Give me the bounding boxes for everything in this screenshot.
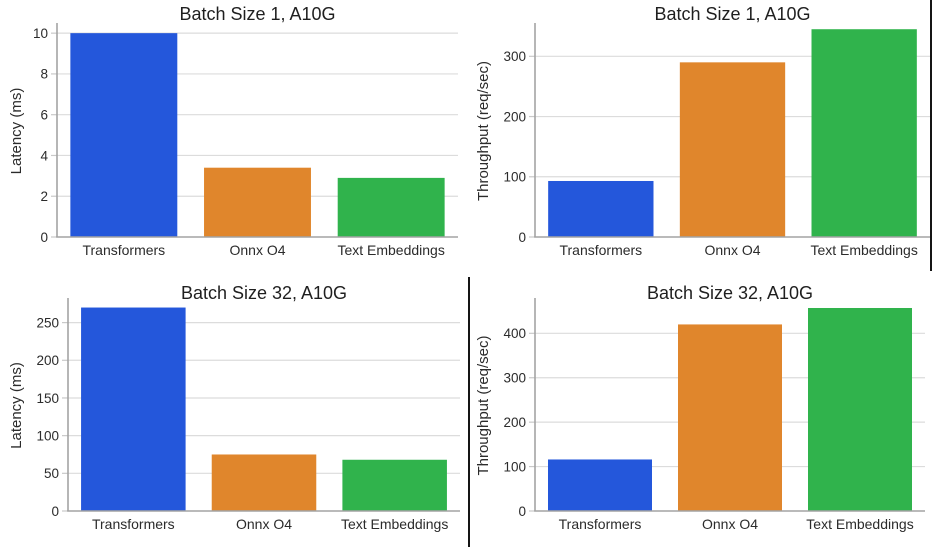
- y-tick-label: 0: [40, 230, 48, 245]
- y-tick-label: 4: [40, 148, 48, 163]
- figure-right-border-line: [930, 0, 932, 271]
- chart-batch1-latency: Batch Size 1, A10G Latency (ms) 0 2 4 6 8 10 T…: [0, 0, 467, 275]
- y-tick-label: 8: [40, 67, 48, 82]
- x-tick-label: Text Embeddings: [337, 242, 444, 258]
- chart-title: Batch Size 1, A10G: [654, 4, 811, 24]
- x-tick-label: Text Embeddings: [810, 242, 917, 258]
- x-tick-label: Transformers: [559, 242, 642, 258]
- bar-transformers: [81, 307, 186, 511]
- x-tick-label: Onnx O4: [702, 516, 758, 532]
- bar-onnx-o4: [211, 454, 317, 511]
- bar-transformers: [70, 33, 178, 238]
- bar-onnx-o4: [204, 167, 311, 237]
- y-tick-label: 150: [36, 391, 59, 406]
- y-tick-label: 2: [40, 189, 48, 204]
- bar-plot: 0 50 100 150 200 250 Transformers Onnx O4 Text E…: [36, 298, 460, 532]
- x-tick-label: Transformers: [559, 516, 642, 532]
- bar-plot: 0 2 4 6 8 10 Transformers Onnx O4 Text Embedding…: [33, 23, 458, 258]
- x-tick-label: Onnx O4: [236, 516, 292, 532]
- x-tick-label: Onnx O4: [229, 242, 285, 258]
- y-tick-label: 100: [503, 459, 526, 474]
- y-tick-label: 250: [36, 315, 59, 330]
- y-tick-label: 200: [36, 353, 59, 368]
- x-tick-label: Onnx O4: [704, 242, 760, 258]
- y-tick-label: 400: [503, 326, 526, 341]
- bar-text-embeddings: [811, 29, 917, 237]
- y-tick-label: 300: [503, 371, 526, 386]
- bar-transformers: [548, 459, 652, 511]
- x-tick-label: Transformers: [92, 516, 175, 532]
- y-tick-label: 100: [503, 170, 526, 185]
- chart-batch1-throughput: Batch Size 1, A10G Throughput (req/sec) …: [467, 0, 934, 275]
- bar-text-embeddings: [337, 177, 445, 237]
- bar-text-embeddings: [342, 459, 447, 511]
- y-tick-label: 10: [33, 26, 48, 41]
- bar-plot: 0 100 200 300 400 Transformers Onnx O4 Text Emb…: [503, 298, 925, 532]
- y-tick-label: 6: [40, 107, 48, 122]
- bar-plot: 0 100 200 300 Transformers Onnx O4 Text Embedd…: [503, 23, 930, 258]
- y-tick-label: 100: [36, 428, 59, 443]
- bar-transformers: [548, 180, 654, 237]
- y-tick-label: 0: [518, 230, 526, 245]
- chart-title: Batch Size 32, A10G: [646, 283, 814, 303]
- figure-middle-divider-line: [468, 277, 470, 547]
- chart-title: Batch Size 1, A10G: [179, 4, 336, 24]
- y-tick-label: 50: [44, 466, 59, 481]
- y-tick-label: 200: [503, 415, 526, 430]
- chart-title: Batch Size 32, A10G: [180, 283, 348, 303]
- bar-onnx-o4: [678, 324, 782, 511]
- bar-text-embeddings: [808, 307, 912, 511]
- x-tick-label: Text Embeddings: [806, 516, 913, 532]
- x-tick-label: Text Embeddings: [341, 516, 448, 532]
- chart-batch32-latency: Batch Size 32, A10G Latency (ms) 0 50 100 1…: [0, 275, 467, 550]
- x-tick-label: Transformers: [82, 242, 165, 258]
- y-tick-label: 0: [51, 504, 59, 519]
- y-tick-label: 200: [503, 109, 526, 124]
- y-tick-label: 300: [503, 49, 526, 64]
- chart-batch32-throughput: Batch Size 32, A10G Throughput (req/sec)…: [467, 275, 934, 550]
- bar-onnx-o4: [679, 62, 786, 237]
- y-tick-label: 0: [518, 504, 526, 519]
